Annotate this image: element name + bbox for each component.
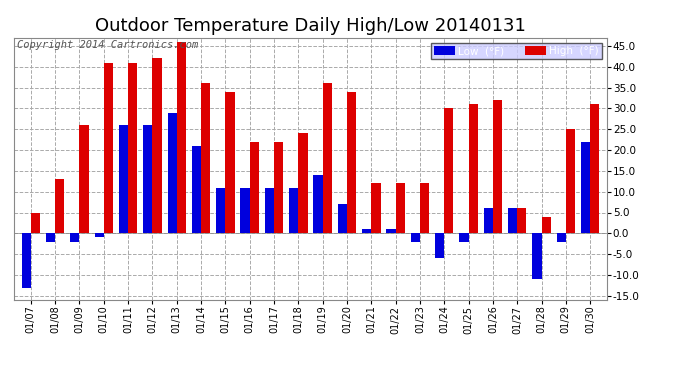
Bar — [347, 92, 356, 233]
Bar — [79, 125, 89, 233]
Bar — [274, 142, 284, 233]
Bar — [469, 104, 477, 233]
Bar — [289, 188, 298, 233]
Bar — [298, 134, 308, 233]
Bar — [337, 204, 347, 233]
Bar — [518, 209, 526, 233]
Bar — [104, 63, 113, 233]
Bar — [484, 209, 493, 233]
Bar — [386, 229, 395, 233]
Bar — [119, 125, 128, 233]
Bar — [508, 209, 518, 233]
Bar — [411, 233, 420, 242]
Bar — [532, 233, 542, 279]
Bar — [55, 179, 64, 233]
Bar — [177, 42, 186, 233]
Bar — [152, 58, 161, 233]
Bar — [435, 233, 444, 258]
Bar — [46, 233, 55, 242]
Bar — [144, 125, 152, 233]
Bar — [444, 108, 453, 233]
Text: Copyright 2014 Cartronics.com: Copyright 2014 Cartronics.com — [17, 40, 198, 50]
Bar — [128, 63, 137, 233]
Bar — [70, 233, 79, 242]
Bar — [460, 233, 469, 242]
Bar — [21, 233, 31, 288]
Bar — [192, 146, 201, 233]
Bar — [493, 100, 502, 233]
Bar — [201, 83, 210, 233]
Bar — [31, 213, 40, 233]
Bar — [250, 142, 259, 233]
Bar — [265, 188, 274, 233]
Bar — [362, 229, 371, 233]
Bar — [395, 183, 405, 233]
Bar — [581, 142, 590, 233]
Bar — [216, 188, 226, 233]
Bar — [557, 233, 566, 242]
Bar — [240, 188, 250, 233]
Bar — [168, 112, 177, 233]
Bar — [226, 92, 235, 233]
Title: Outdoor Temperature Daily High/Low 20140131: Outdoor Temperature Daily High/Low 20140… — [95, 16, 526, 34]
Bar — [313, 175, 323, 233]
Legend: Low  (°F), High  (°F): Low (°F), High (°F) — [431, 43, 602, 59]
Bar — [371, 183, 381, 233]
Bar — [566, 129, 575, 233]
Bar — [95, 233, 103, 237]
Bar — [542, 217, 551, 233]
Bar — [590, 104, 600, 233]
Bar — [323, 83, 332, 233]
Bar — [420, 183, 429, 233]
